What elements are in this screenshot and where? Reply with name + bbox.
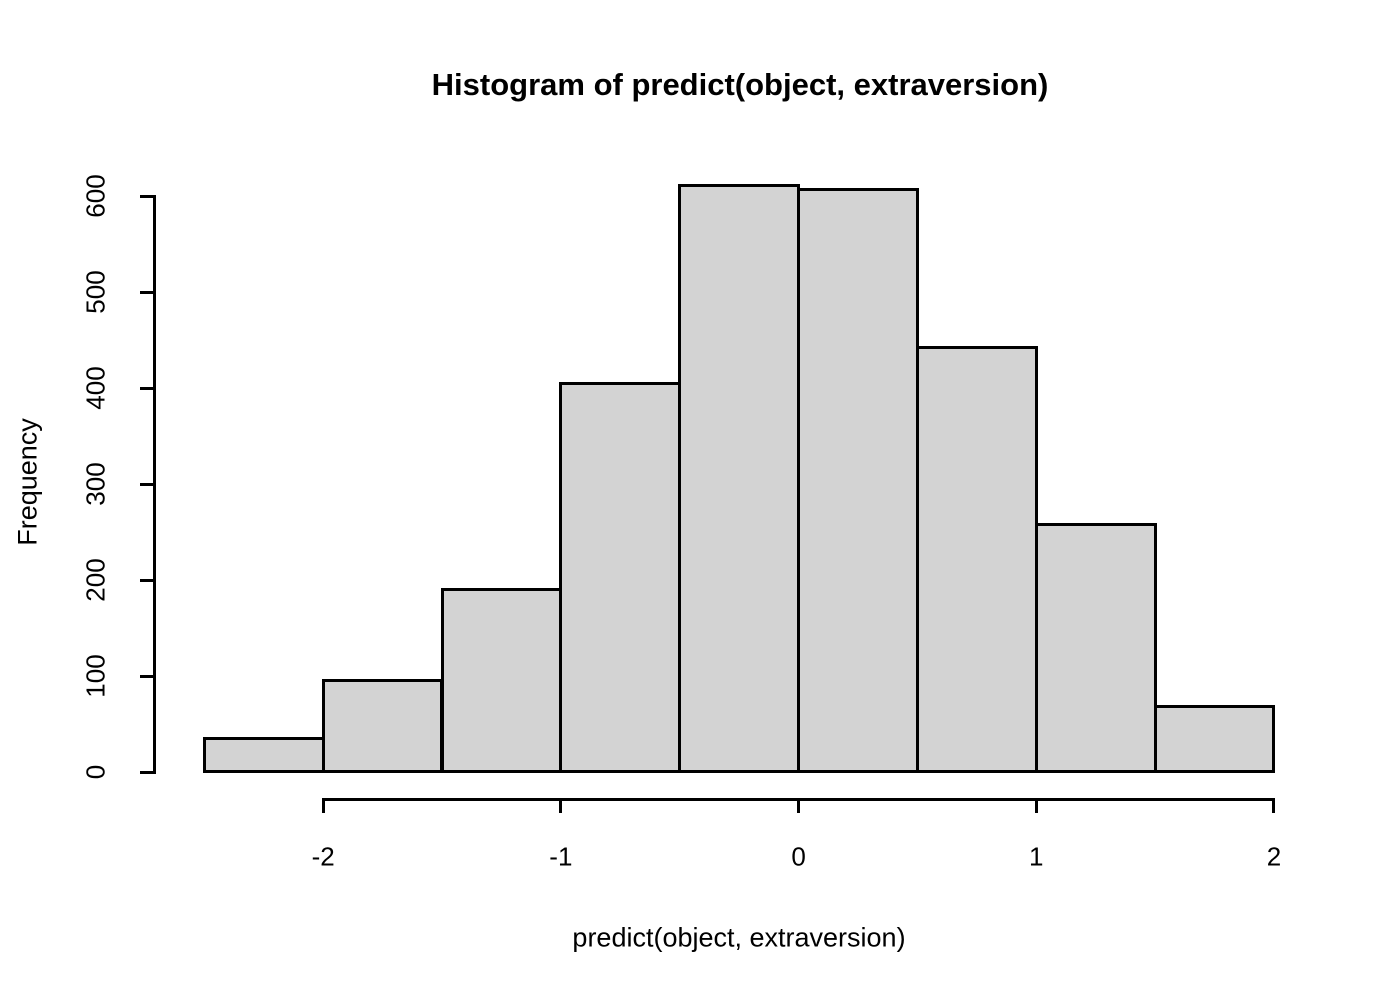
y-tick (140, 386, 154, 390)
x-axis-label: predict(object, extraversion) (572, 922, 906, 953)
histogram-bar (202, 736, 325, 774)
x-tick (559, 799, 563, 813)
x-tick-label: 0 (791, 841, 806, 872)
histogram-bar (797, 187, 919, 774)
y-tick (140, 674, 154, 678)
y-tick-label: 300 (80, 462, 111, 506)
y-tick (140, 482, 154, 486)
y-tick (140, 194, 154, 198)
y-tick (140, 290, 154, 294)
histogram-bar (1034, 522, 1157, 774)
y-tick (140, 578, 154, 582)
x-tick-label: 1 (1029, 841, 1044, 872)
y-axis-line (152, 194, 156, 774)
histogram-bar (321, 679, 444, 774)
histogram-bar (678, 183, 801, 774)
histogram-bar (440, 588, 563, 774)
x-tick-label: -2 (311, 841, 335, 872)
x-tick-label: -1 (549, 841, 573, 872)
x-tick (797, 799, 801, 813)
y-tick-label: 0 (80, 764, 111, 780)
y-tick-label: 400 (80, 366, 111, 410)
y-tick (140, 770, 154, 774)
histogram-bar (559, 381, 682, 774)
y-axis-label: Frequency (12, 418, 43, 546)
y-tick-label: 600 (80, 174, 111, 218)
x-tick (321, 799, 325, 813)
y-tick-label: 200 (80, 558, 111, 602)
y-tick-label: 100 (80, 654, 111, 698)
histogram-bar (915, 346, 1038, 774)
x-tick-label: 2 (1266, 841, 1282, 872)
y-tick-label: 500 (80, 270, 111, 314)
histogram-bar (1153, 705, 1276, 774)
x-tick (1272, 799, 1276, 813)
chart-title: Histogram of predict(object, extraversio… (431, 67, 1049, 102)
x-tick (1034, 799, 1038, 813)
